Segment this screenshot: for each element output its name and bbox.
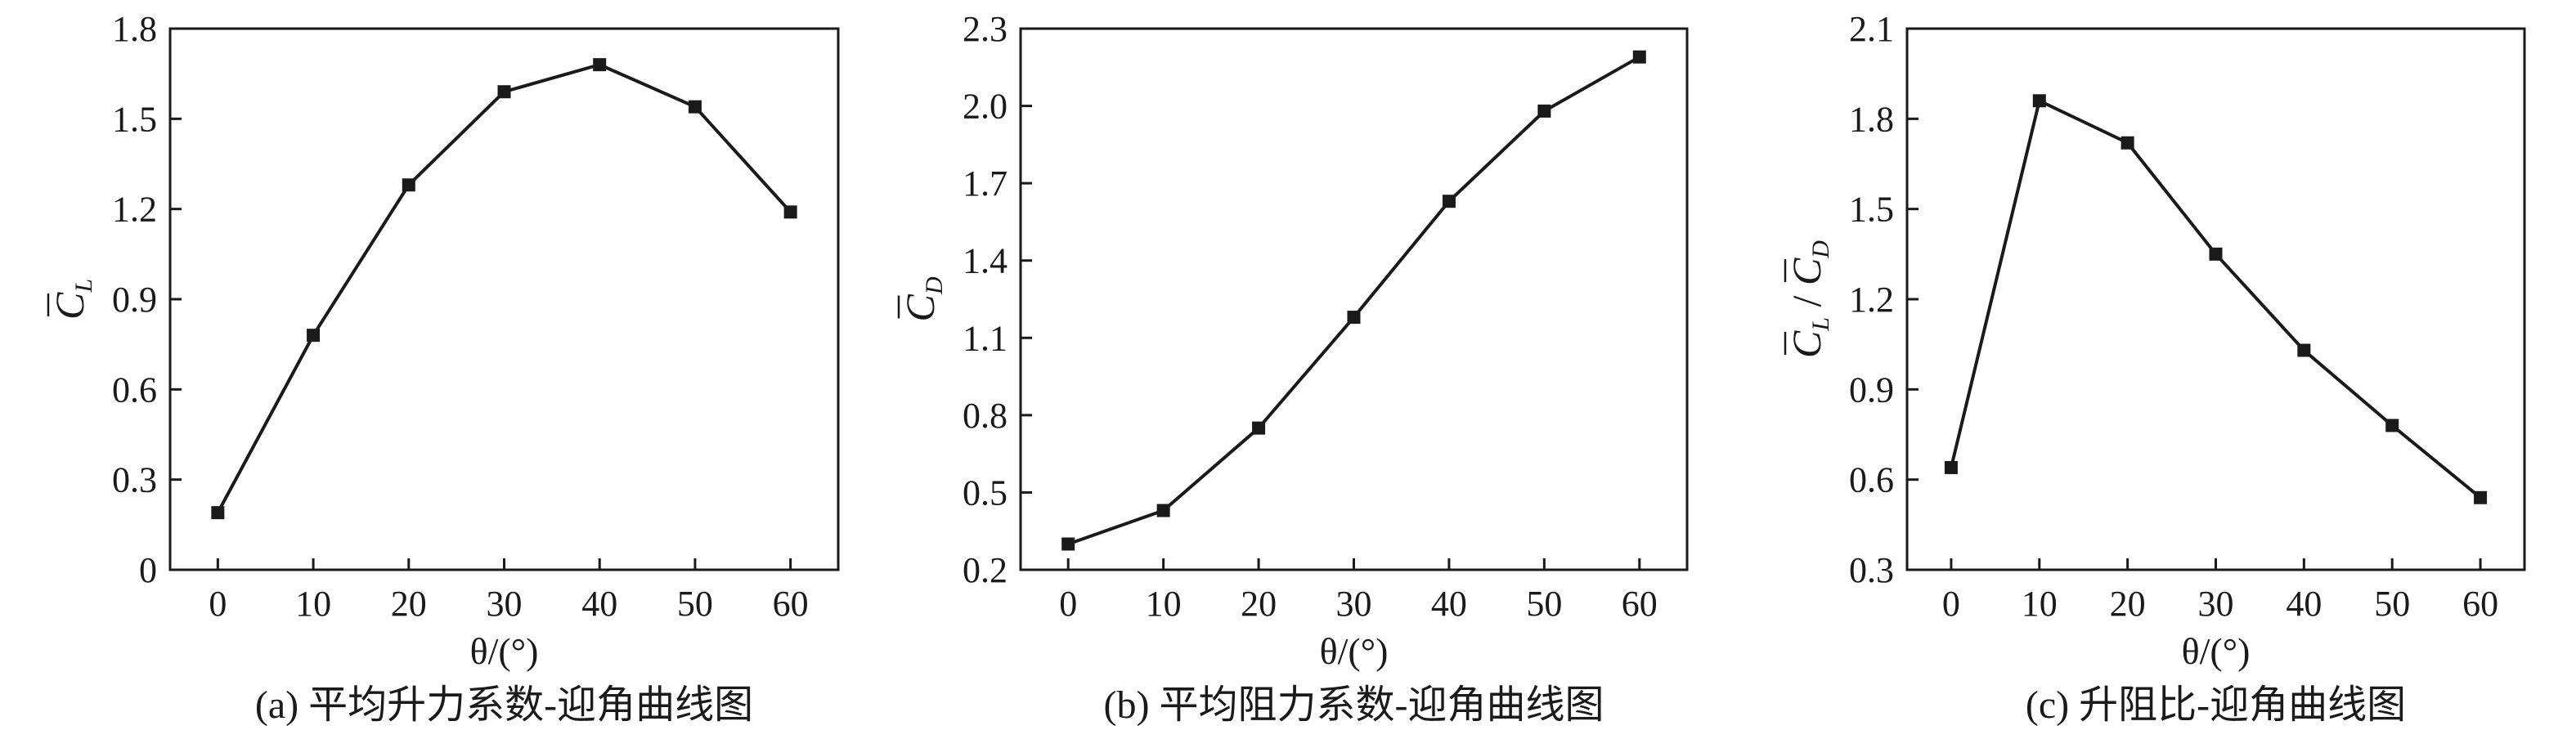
data-point bbox=[1156, 504, 1170, 517]
data-point bbox=[2385, 419, 2399, 432]
y-tick-label: 1.1 bbox=[963, 318, 1008, 358]
plot-frame bbox=[1019, 27, 1689, 571]
y-tick-label: 1.4 bbox=[963, 241, 1008, 281]
y-tick-label: 0.8 bbox=[963, 396, 1008, 436]
y-axis-title: CD bbox=[897, 276, 948, 321]
y-axis-title-part: C bbox=[1784, 330, 1829, 358]
x-tick-label: 50 bbox=[1526, 584, 1562, 624]
data-point bbox=[1442, 195, 1456, 208]
y-axis-title: CL / CD bbox=[1784, 240, 1834, 358]
x-tick-label: 30 bbox=[487, 584, 523, 624]
chart-caption: (a) 平均升力系数-迎角曲线图 bbox=[255, 683, 753, 727]
data-point bbox=[1944, 460, 1958, 474]
data-point bbox=[307, 329, 321, 343]
data-point bbox=[783, 205, 797, 219]
series-line bbox=[1949, 98, 2482, 499]
y-tick-label: 1.2 bbox=[1849, 280, 1894, 320]
y-axis-title-part: C bbox=[1784, 258, 1829, 285]
series-line bbox=[216, 63, 792, 514]
data-point bbox=[497, 85, 511, 99]
y-tick-label: 1.2 bbox=[112, 190, 157, 230]
data-point bbox=[593, 58, 607, 72]
y-axis-title-text: CD bbox=[897, 276, 948, 321]
y-tick-label: 0.9 bbox=[112, 280, 157, 320]
x-tick-label: 60 bbox=[773, 584, 809, 624]
y-axis-title-part: L bbox=[70, 279, 97, 293]
plot-frame bbox=[168, 27, 840, 571]
y-axis-title: CL bbox=[47, 279, 97, 320]
y-axis-title-part: L bbox=[1807, 317, 1834, 332]
x-tick-label: 40 bbox=[2286, 584, 2322, 624]
y-tick-label: 1.5 bbox=[1849, 190, 1894, 230]
y-axis-title-part: D bbox=[1807, 240, 1834, 259]
data-point bbox=[1252, 421, 1266, 435]
x-tick-label: 0 bbox=[1942, 584, 1960, 624]
y-tick-label: 2.3 bbox=[963, 9, 1008, 49]
x-tick-label: 20 bbox=[1241, 584, 1277, 624]
y-tick-label: 1.5 bbox=[112, 99, 157, 139]
y-tick-label: 2.1 bbox=[1849, 9, 1894, 49]
x-tick-label: 60 bbox=[2462, 584, 2498, 624]
data-point bbox=[2297, 343, 2311, 357]
x-tick-label: 0 bbox=[209, 584, 227, 624]
x-tick-label: 10 bbox=[295, 584, 331, 624]
series-line bbox=[1067, 55, 1640, 546]
y-tick-label: 0.6 bbox=[112, 370, 157, 410]
data-point bbox=[402, 178, 415, 192]
chart-panel-3: 0.3 0.6 0.9 1.2 1.5 1.8 2.1 0 10 20 30 40 50 60 θ/(°) C… bbox=[1784, 9, 2526, 727]
data-point bbox=[2209, 247, 2223, 261]
y-axis-title-part: C bbox=[47, 292, 92, 320]
y-tick-label: 2.0 bbox=[963, 87, 1008, 127]
y-tick-label: 0.6 bbox=[1849, 460, 1894, 500]
x-tick-label: 50 bbox=[677, 584, 713, 624]
y-axis-title-part: C bbox=[897, 294, 943, 322]
data-point bbox=[211, 506, 225, 520]
data-point bbox=[2474, 490, 2488, 504]
y-tick-label: 1.8 bbox=[112, 9, 157, 49]
y-tick-label: 0.3 bbox=[1849, 550, 1894, 590]
y-axis-title-text: CL bbox=[47, 279, 97, 320]
x-tick-label: 30 bbox=[2198, 584, 2234, 624]
x-tick-label: 20 bbox=[2110, 584, 2146, 624]
y-tick-label: 1.8 bbox=[1849, 99, 1894, 139]
data-point bbox=[2120, 136, 2134, 150]
x-tick-label: 40 bbox=[581, 584, 617, 624]
data-point bbox=[2032, 94, 2046, 108]
x-tick-label: 0 bbox=[1059, 584, 1077, 624]
y-tick-label: 0.3 bbox=[112, 460, 157, 500]
y-tick-label: 0.5 bbox=[963, 473, 1008, 513]
plot-frame bbox=[1905, 27, 2526, 571]
y-tick-label: 0.9 bbox=[1849, 370, 1894, 410]
data-point bbox=[1061, 537, 1075, 551]
data-point bbox=[1632, 50, 1646, 64]
chart-caption: (c) 升阻比-迎角曲线图 bbox=[2026, 683, 2406, 727]
data-point bbox=[1537, 104, 1551, 118]
data-point bbox=[688, 100, 702, 114]
y-axis-title-text: CL / CD bbox=[1784, 240, 1834, 358]
chart-panel-2: 0.2 0.5 0.8 1.1 1.4 1.7 2.0 2.3 0 10 20 30 40 50 60 θ/(… bbox=[897, 9, 1689, 727]
chart-caption: (b) 平均阻力系数-迎角曲线图 bbox=[1104, 683, 1604, 727]
x-tick-label: 10 bbox=[2022, 584, 2058, 624]
x-tick-label: 40 bbox=[1431, 584, 1467, 624]
x-axis-title: θ/(°) bbox=[470, 630, 539, 672]
y-tick-label: 1.7 bbox=[963, 163, 1008, 204]
chart-panel-1: 0 0.3 0.6 0.9 1.2 1.5 1.8 0 10 20 30 40 50 60 θ/(°) CL (… bbox=[47, 9, 840, 727]
y-tick-label: 0 bbox=[139, 550, 157, 590]
x-tick-label: 30 bbox=[1336, 584, 1372, 624]
x-tick-label: 50 bbox=[2374, 584, 2410, 624]
x-axis-title: θ/(°) bbox=[1320, 630, 1389, 672]
x-axis-title: θ/(°) bbox=[2182, 630, 2251, 672]
y-axis-title-part: / bbox=[1784, 285, 1829, 317]
y-tick-label: 0.2 bbox=[963, 550, 1008, 590]
y-axis-title-part: D bbox=[921, 276, 948, 295]
data-point bbox=[1347, 311, 1361, 325]
x-tick-label: 10 bbox=[1146, 584, 1182, 624]
x-tick-label: 20 bbox=[391, 584, 427, 624]
x-tick-label: 60 bbox=[1622, 584, 1658, 624]
